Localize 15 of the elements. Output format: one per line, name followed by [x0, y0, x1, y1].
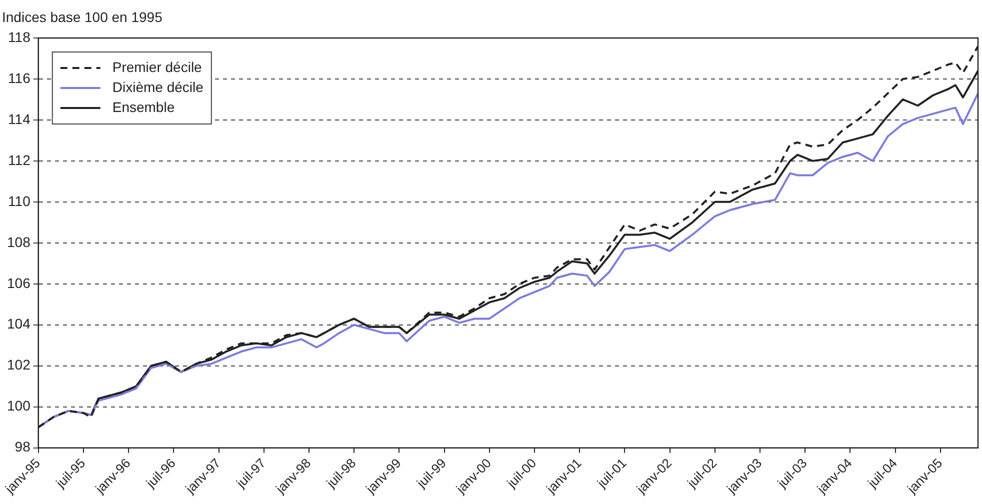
y-tick-label: 108	[7, 234, 31, 250]
legend-label: Premier décile	[112, 58, 202, 75]
y-tick-label: 100	[7, 398, 31, 414]
y-tick-label: 114	[8, 110, 31, 127]
legend-label: Dixième décile	[112, 78, 204, 95]
y-tick-label: 98	[14, 438, 31, 455]
y-axis-title: Indices base 100 en 1995	[2, 9, 163, 25]
y-tick-label: 102	[7, 356, 31, 373]
y-tick-label: 110	[8, 192, 31, 209]
legend-label: Ensemble	[112, 98, 175, 115]
y-tick-label: 106	[7, 274, 31, 291]
y-tick-label: 112	[8, 152, 31, 168]
y-tick-label: 104	[7, 316, 31, 332]
y-tick-label: 116	[8, 70, 31, 86]
y-tick-label: 118	[8, 28, 31, 45]
